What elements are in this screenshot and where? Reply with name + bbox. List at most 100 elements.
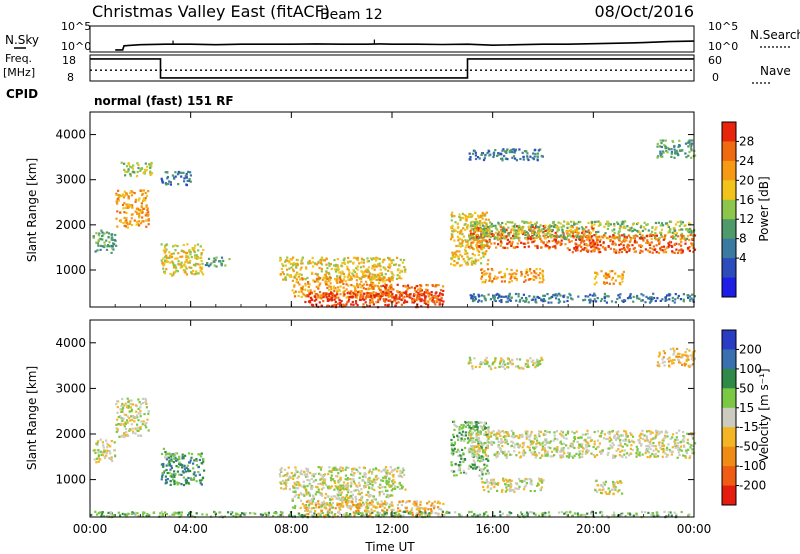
heatmap-cell — [470, 241, 473, 244]
heatmap-cell — [480, 300, 483, 303]
heatmap-cell — [101, 231, 104, 234]
heatmap-cell — [314, 272, 317, 275]
heatmap-cell — [140, 420, 143, 423]
colorbar-tick-label: 20 — [739, 173, 754, 187]
heatmap-cell — [478, 460, 482, 463]
heatmap-cell — [96, 440, 100, 443]
heatmap-cell — [533, 295, 536, 298]
heatmap-cell — [462, 471, 466, 474]
heatmap-cell — [554, 224, 557, 227]
heatmap-cell — [388, 477, 391, 480]
noise-left-bottom-tick: 10^0 — [61, 40, 91, 53]
heatmap-cell — [292, 270, 295, 273]
heatmap-cell — [557, 235, 560, 238]
heatmap-cell — [550, 301, 553, 304]
heatmap-cell — [356, 259, 359, 262]
heatmap-cell — [558, 300, 562, 303]
heatmap-cell — [387, 269, 390, 272]
heatmap-cell — [292, 477, 295, 480]
heatmap-cell — [648, 451, 651, 454]
heatmap-cell — [566, 223, 569, 226]
heatmap-cell — [458, 242, 461, 245]
heatmap-cell — [144, 168, 147, 171]
heatmap-cell — [309, 289, 312, 292]
heatmap-cell — [657, 221, 660, 224]
heatmap-cell — [144, 397, 147, 400]
heatmap-cell — [480, 235, 483, 238]
heatmap-cell — [177, 183, 180, 186]
heatmap-cell — [470, 263, 474, 266]
heatmap-cell — [646, 444, 649, 447]
heatmap-cell — [161, 262, 164, 265]
heatmap-cell — [160, 478, 163, 481]
heatmap-cell — [483, 463, 486, 466]
heatmap-cell — [619, 275, 622, 278]
heatmap-cell — [537, 274, 540, 277]
heatmap-cell — [440, 508, 443, 511]
heatmap-cell — [618, 227, 621, 230]
heatmap-cell — [347, 273, 350, 276]
heatmap-cell — [661, 139, 664, 142]
heatmap-cell — [338, 503, 341, 506]
heatmap-cell — [459, 219, 462, 222]
heatmap-cell — [490, 432, 493, 435]
heatmap-cell — [372, 257, 375, 260]
heatmap-cell — [571, 430, 574, 433]
heatmap-cell — [202, 248, 205, 252]
heatmap-cell — [480, 241, 483, 244]
heatmap-cell — [398, 293, 402, 296]
heatmap-cell — [428, 298, 431, 301]
heatmap-cell — [473, 461, 476, 464]
heatmap-cell — [337, 296, 340, 299]
heatmap-cell — [308, 492, 311, 496]
heatmap-cell — [336, 515, 339, 518]
heatmap-cell — [466, 441, 469, 444]
heatmap-cell — [317, 466, 320, 469]
heatmap-cell — [654, 236, 657, 240]
heatmap-cell — [489, 231, 492, 234]
heatmap-cell — [186, 243, 189, 246]
heatmap-cell — [478, 244, 481, 248]
heatmap-cell — [659, 145, 662, 148]
station-title: Christmas Valley East (fitACF) — [92, 2, 330, 21]
heatmap-cell — [162, 447, 165, 450]
heatmap-cell — [508, 273, 511, 276]
heatmap-cell — [385, 284, 388, 287]
heatmap-cell — [337, 302, 340, 305]
heatmap-cell — [379, 503, 382, 506]
heatmap-cell — [502, 227, 505, 230]
heatmap-cell — [453, 442, 456, 446]
heatmap-cell — [463, 438, 466, 441]
heatmap-cell — [336, 264, 339, 267]
heatmap-cell — [365, 493, 368, 496]
heatmap-cell — [581, 248, 584, 251]
heatmap-cell — [472, 467, 475, 470]
heatmap-cell — [376, 257, 380, 260]
heatmap-cell — [115, 200, 118, 203]
heatmap-cell — [192, 269, 195, 272]
heatmap-cell — [667, 225, 670, 229]
heatmap-cell — [693, 248, 697, 251]
heatmap-cell — [510, 244, 513, 247]
heatmap-cell — [141, 220, 144, 223]
heatmap-cell — [501, 233, 504, 236]
heatmap-cell — [113, 449, 116, 452]
heatmap-cell — [360, 261, 363, 264]
heatmap-cell — [623, 233, 626, 236]
heatmap-cell — [288, 274, 291, 277]
heatmap-cell — [608, 222, 611, 225]
heatmap-cell — [346, 265, 349, 268]
heatmap-cell — [403, 258, 406, 262]
heatmap-cell — [374, 291, 378, 295]
heatmap-cell — [621, 445, 624, 448]
heatmap-cell — [97, 451, 100, 454]
heatmap-cell — [386, 469, 389, 472]
heatmap-cell — [529, 236, 532, 239]
heatmap-cell — [197, 272, 200, 275]
heatmap-cell — [628, 227, 631, 230]
heatmap-cell — [498, 293, 501, 296]
heatmap-cell — [339, 285, 342, 288]
heatmap-cell — [617, 430, 620, 433]
heatmap-cell — [456, 434, 459, 437]
heatmap-cell — [347, 497, 350, 500]
